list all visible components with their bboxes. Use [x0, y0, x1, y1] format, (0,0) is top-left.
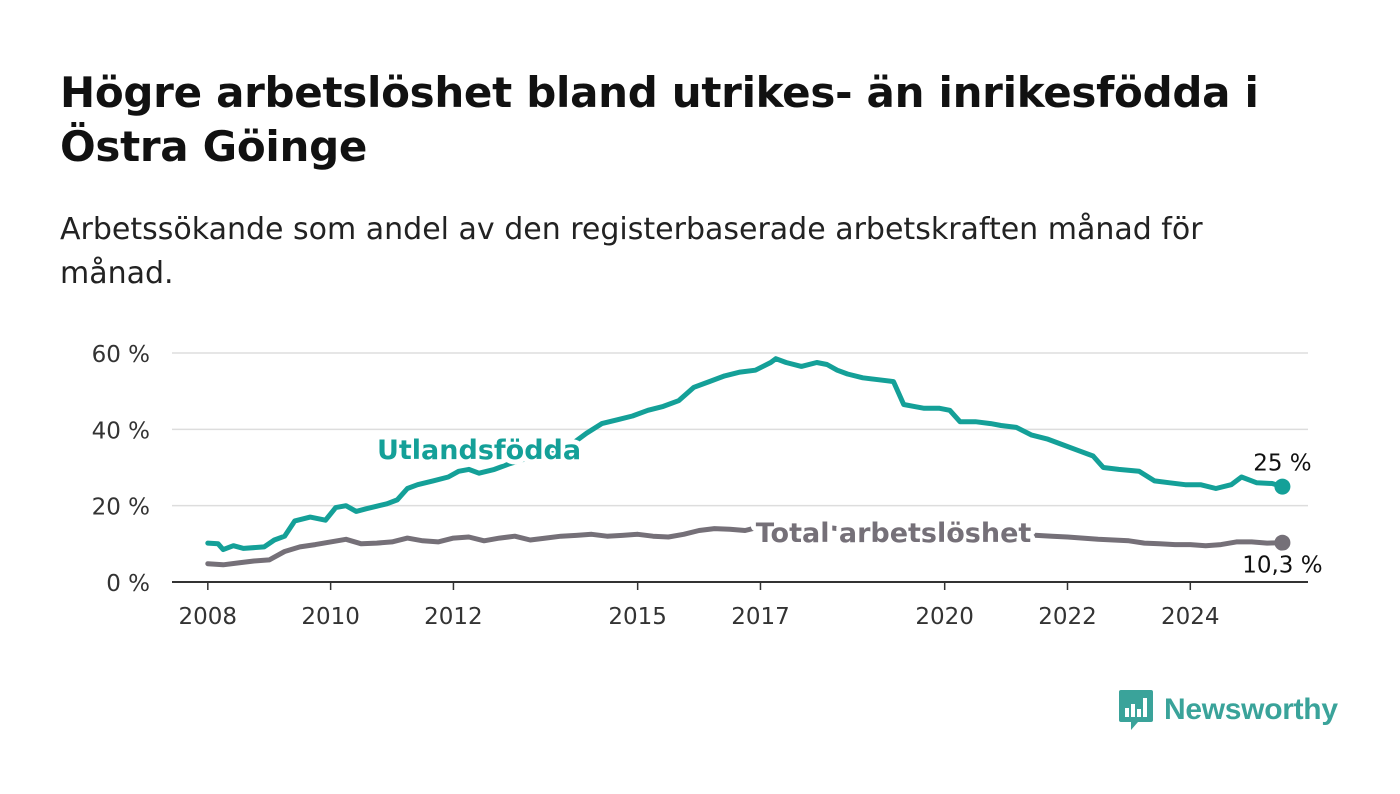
x-tick-label: 2015: [608, 604, 667, 630]
x-axis-ticks: 2008 2010 2012 2015 2017 2020 2022 2024: [179, 582, 1220, 630]
end-point-total: [1274, 534, 1291, 551]
chart-subtitle: Arbetssökande som andel av den registerb…: [60, 212, 1203, 291]
end-label-total-halo: 10,3 %: [1242, 553, 1322, 579]
y-tick-label: 20 %: [92, 495, 150, 521]
end-point-utlandsfodda: [1274, 478, 1291, 495]
newsworthy-logo: Newsworthy: [1118, 688, 1338, 732]
x-tick-label: 2010: [301, 604, 360, 630]
y-tick-label: 40 %: [92, 418, 150, 444]
series-label-total-halo: Total arbetslöshet: [756, 518, 1032, 549]
series-lines: [205, 356, 1291, 568]
end-label-utlandsfodda-halo: 25 %: [1253, 451, 1311, 477]
end-label-total: 10,3 %: [1242, 553, 1322, 579]
x-tick-label: 2020: [915, 604, 974, 630]
x-tick-label: 2024: [1161, 604, 1220, 630]
x-tick-label: 2017: [731, 604, 790, 630]
series-line-total: [205, 522, 1285, 568]
brand-name: Newsworthy: [1164, 693, 1338, 726]
line-chart: 0 % 20 % 40 % 60 % 2008 2010 2012 2015 2017 2020…: [92, 342, 1328, 630]
series-line-utlandsfodda: [205, 356, 1285, 553]
bar-chart-logo-icon: [1119, 690, 1153, 730]
y-axis-ticks: 0 % 20 % 40 % 60 %: [92, 342, 150, 597]
y-tick-label: 0 %: [106, 571, 150, 597]
end-label-utlandsfodda: 25 %: [1253, 451, 1311, 477]
x-tick-label: 2022: [1038, 604, 1097, 630]
series-label-total: Total arbetslöshet: [756, 518, 1032, 549]
grid-lines: [172, 352, 1308, 583]
series-label-utlandsfodda: Utlandsfödda: [377, 435, 581, 466]
x-tick-label: 2012: [424, 604, 483, 630]
x-tick-label: 2008: [179, 604, 238, 630]
y-tick-label: 60 %: [92, 342, 150, 368]
series-label-utlandsfodda-halo: Utlandsfödda: [377, 435, 581, 466]
chart-title: Högre arbetslöshet bland utrikes- än inr…: [60, 68, 1259, 171]
